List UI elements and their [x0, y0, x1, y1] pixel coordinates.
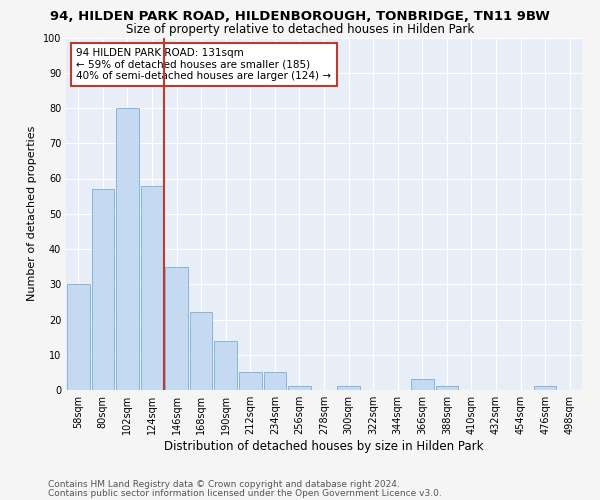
- Bar: [436, 386, 458, 390]
- Bar: [534, 386, 556, 390]
- Text: 94 HILDEN PARK ROAD: 131sqm
← 59% of detached houses are smaller (185)
40% of se: 94 HILDEN PARK ROAD: 131sqm ← 59% of det…: [76, 48, 331, 82]
- Bar: [190, 312, 212, 390]
- Bar: [140, 186, 163, 390]
- Bar: [67, 284, 89, 390]
- Text: Contains HM Land Registry data © Crown copyright and database right 2024.: Contains HM Land Registry data © Crown c…: [48, 480, 400, 489]
- Text: 94, HILDEN PARK ROAD, HILDENBOROUGH, TONBRIDGE, TN11 9BW: 94, HILDEN PARK ROAD, HILDENBOROUGH, TON…: [50, 10, 550, 23]
- X-axis label: Distribution of detached houses by size in Hilden Park: Distribution of detached houses by size …: [164, 440, 484, 453]
- Bar: [288, 386, 311, 390]
- Bar: [116, 108, 139, 390]
- Bar: [263, 372, 286, 390]
- Bar: [337, 386, 360, 390]
- Y-axis label: Number of detached properties: Number of detached properties: [27, 126, 37, 302]
- Text: Contains public sector information licensed under the Open Government Licence v3: Contains public sector information licen…: [48, 488, 442, 498]
- Bar: [165, 266, 188, 390]
- Text: Size of property relative to detached houses in Hilden Park: Size of property relative to detached ho…: [126, 22, 474, 36]
- Bar: [92, 189, 114, 390]
- Bar: [411, 380, 434, 390]
- Bar: [239, 372, 262, 390]
- Bar: [214, 340, 237, 390]
